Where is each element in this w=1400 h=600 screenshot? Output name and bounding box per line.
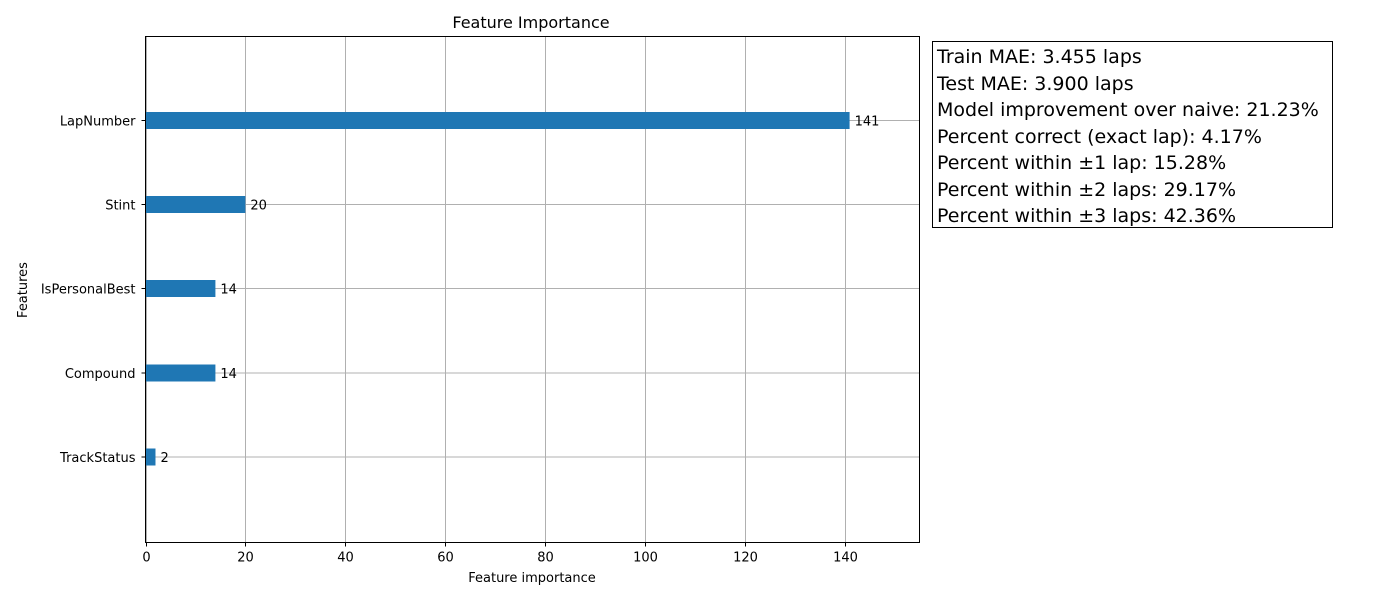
x-tick-label: 100 [633,551,658,566]
axis-ticks [141,120,846,547]
value-label: 14 [220,283,237,298]
x-axis-label: Feature importance [468,571,596,586]
x-tick-label: 120 [733,551,758,566]
percent-within-1-text: Percent within ±1 lap: 15.28% [937,152,1227,174]
y-tick-label: LapNumber [60,115,136,130]
test-mae-text: Test MAE: 3.900 laps [937,72,1134,95]
x-tick-label: 20 [237,551,254,566]
y-tick-label: TrackStatus [59,451,136,466]
bars [145,112,850,466]
y-tick-label: Stint [105,199,135,214]
chart-title: Feature Importance [452,13,609,32]
value-label: 20 [250,199,267,214]
metrics-panel: Train MAE: 3.455 laps Test MAE: 3.900 la… [932,41,1333,228]
y-axis-label: Features [16,262,31,318]
bar-stint [145,196,246,213]
bar-ispersonalbest [145,280,216,297]
x-tick-label: 140 [833,551,858,566]
value-label: 14 [220,367,237,382]
axis-tick-labels: 0 20 40 60 80 100 120 140 LapNumber Stint IsPerson… [41,115,858,566]
plot-frame [145,36,920,543]
percent-within-3-text: Percent within ±3 laps: 42.36% [937,205,1237,227]
bar-compound [145,364,216,382]
train-mae-text: Train MAE: 3.455 laps [937,46,1142,68]
bar-trackstatus [145,448,156,466]
percent-within-2-text: Percent within ±2 laps: 29.17% [937,178,1237,201]
percent-correct-text: Percent correct (exact lap): 4.17% [937,125,1262,148]
y-tick-label: Compound [65,367,136,382]
y-tick-label: IsPersonalBest [41,283,136,298]
x-tick-label: 0 [142,551,150,566]
value-label: 2 [160,451,168,466]
value-labels: 141 20 14 14 2 [160,115,879,467]
value-label: 141 [855,115,880,130]
x-tick-label: 80 [537,551,554,566]
x-tick-label: 60 [437,551,454,566]
bar-lapnumber [145,112,850,129]
x-tick-label: 40 [337,551,354,566]
model-improvement-text: Model improvement over naive: 21.23% [937,99,1319,121]
